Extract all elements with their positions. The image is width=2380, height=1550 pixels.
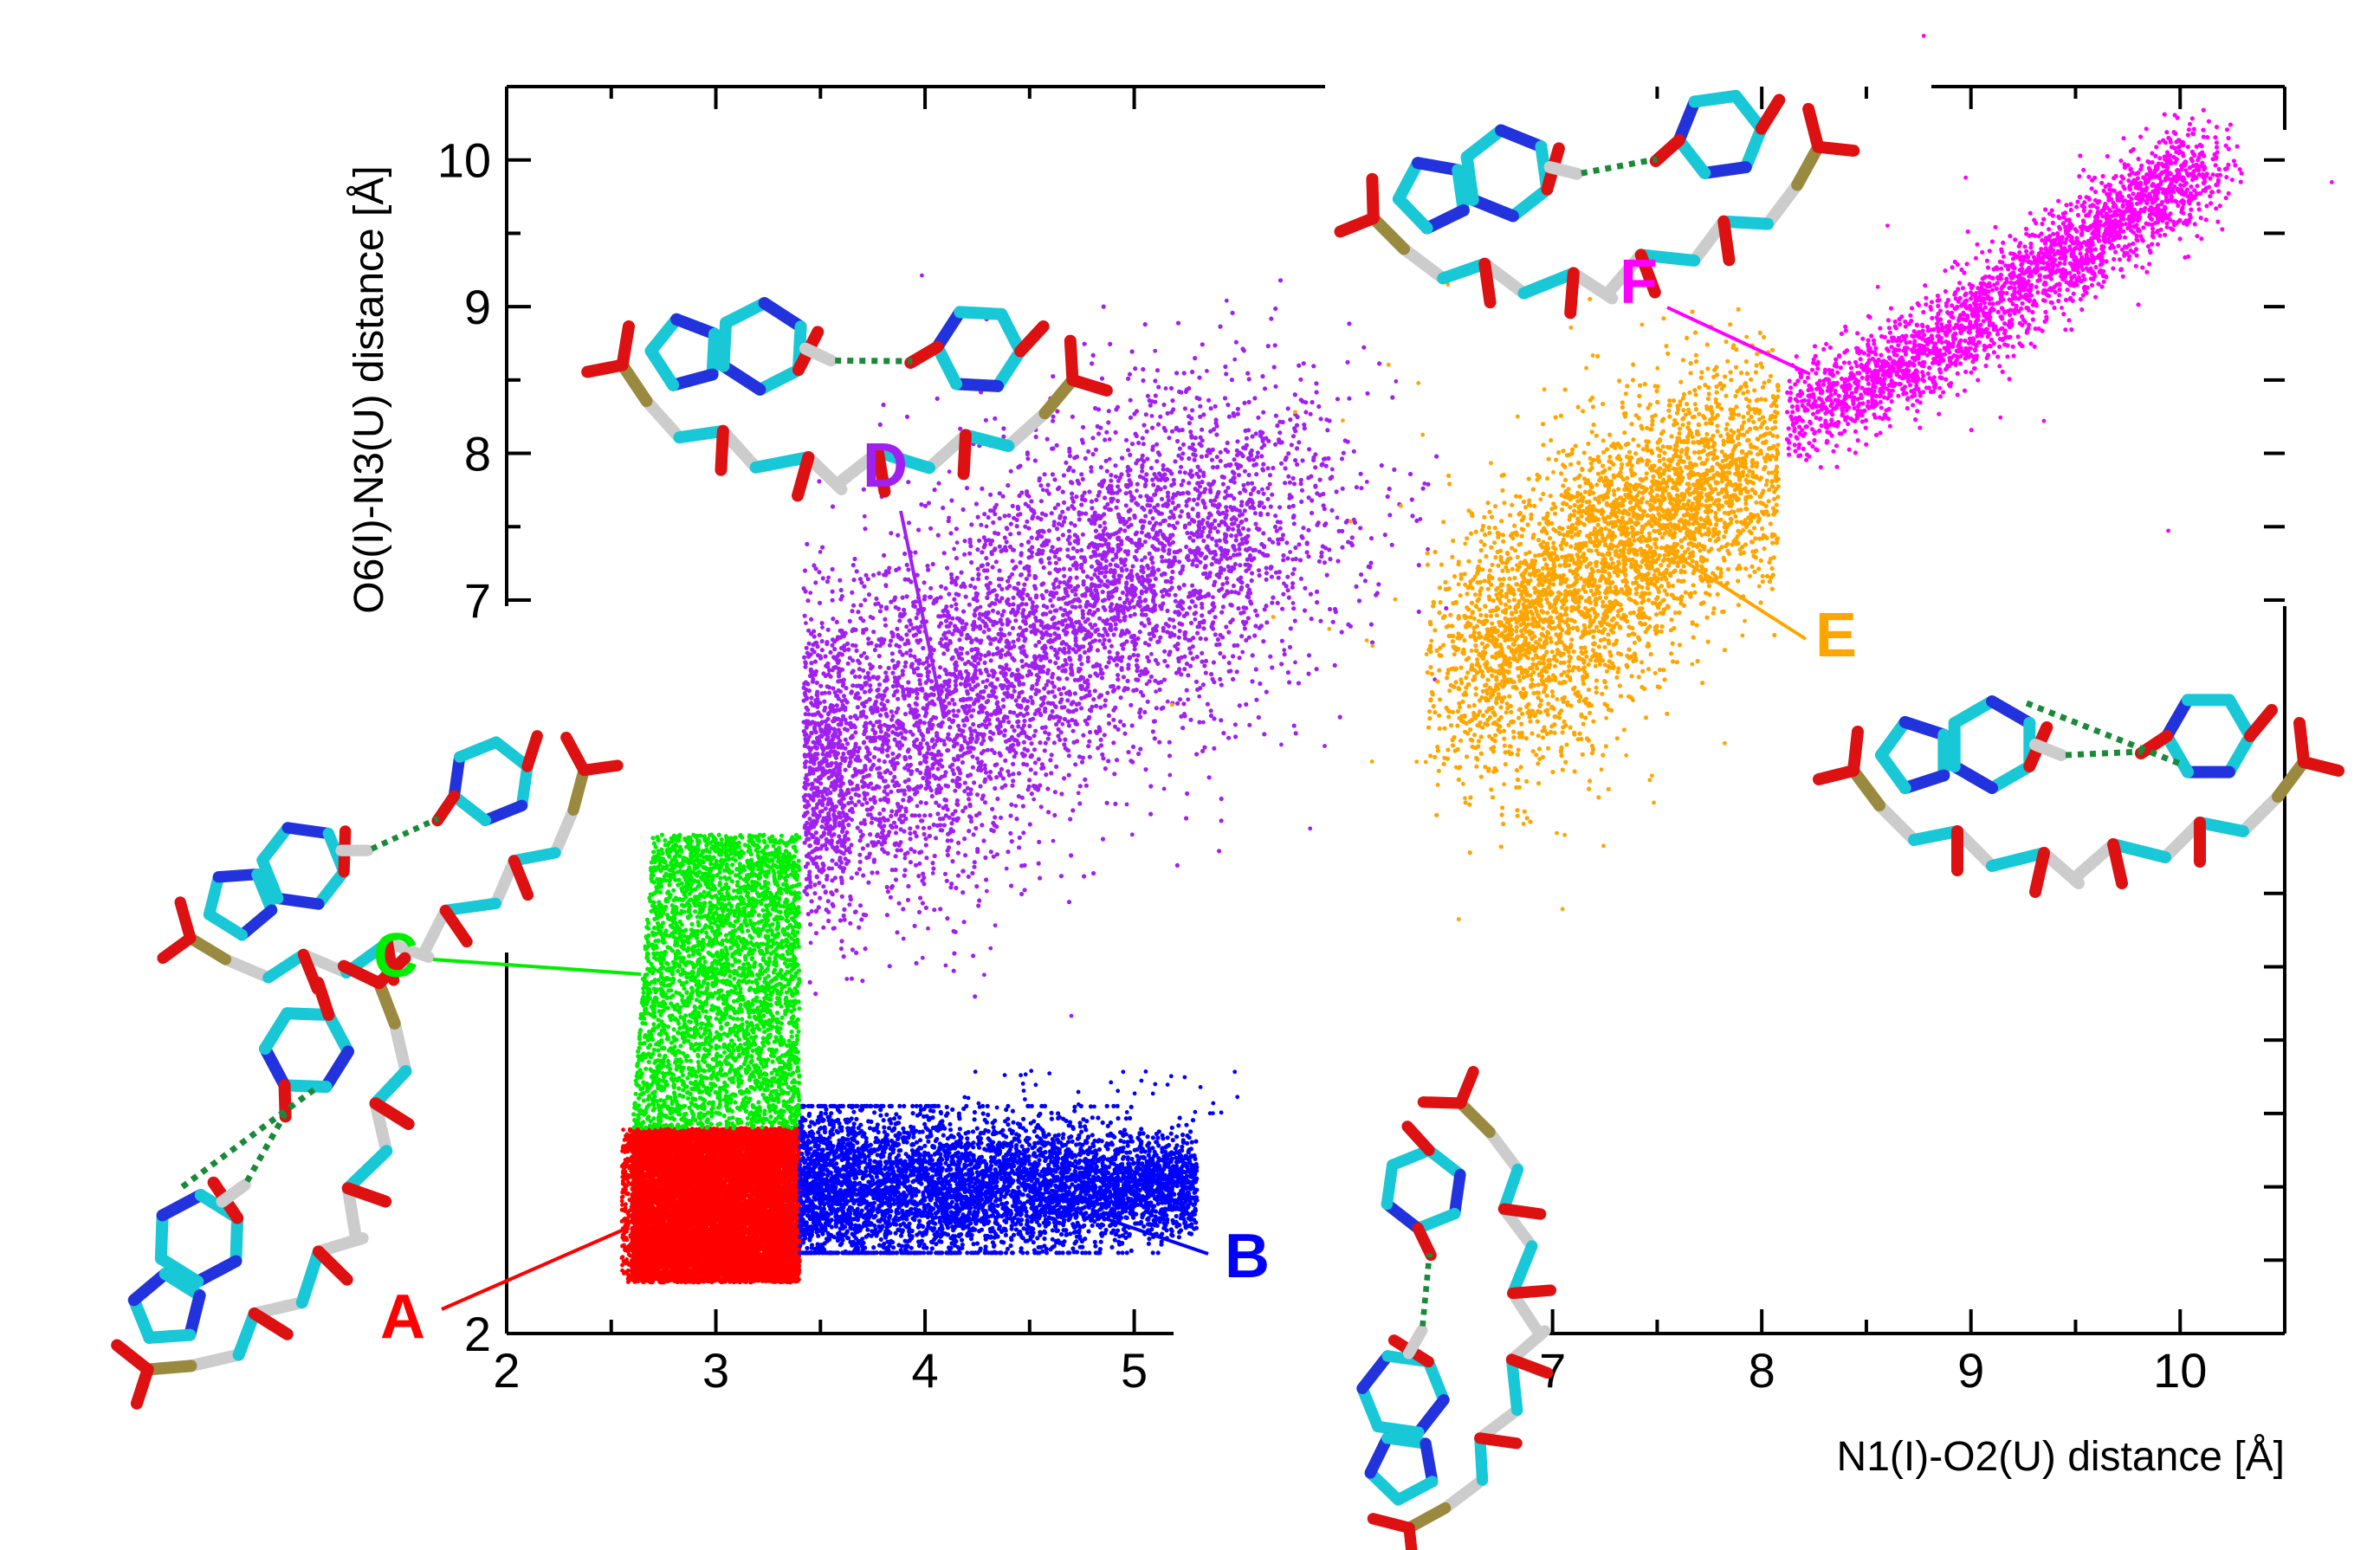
scatter-chart: 2 3 4 5 7 8 9 10278910 ABCDEF N1(I)-O2(U) dista… — [0, 0, 2380, 1550]
